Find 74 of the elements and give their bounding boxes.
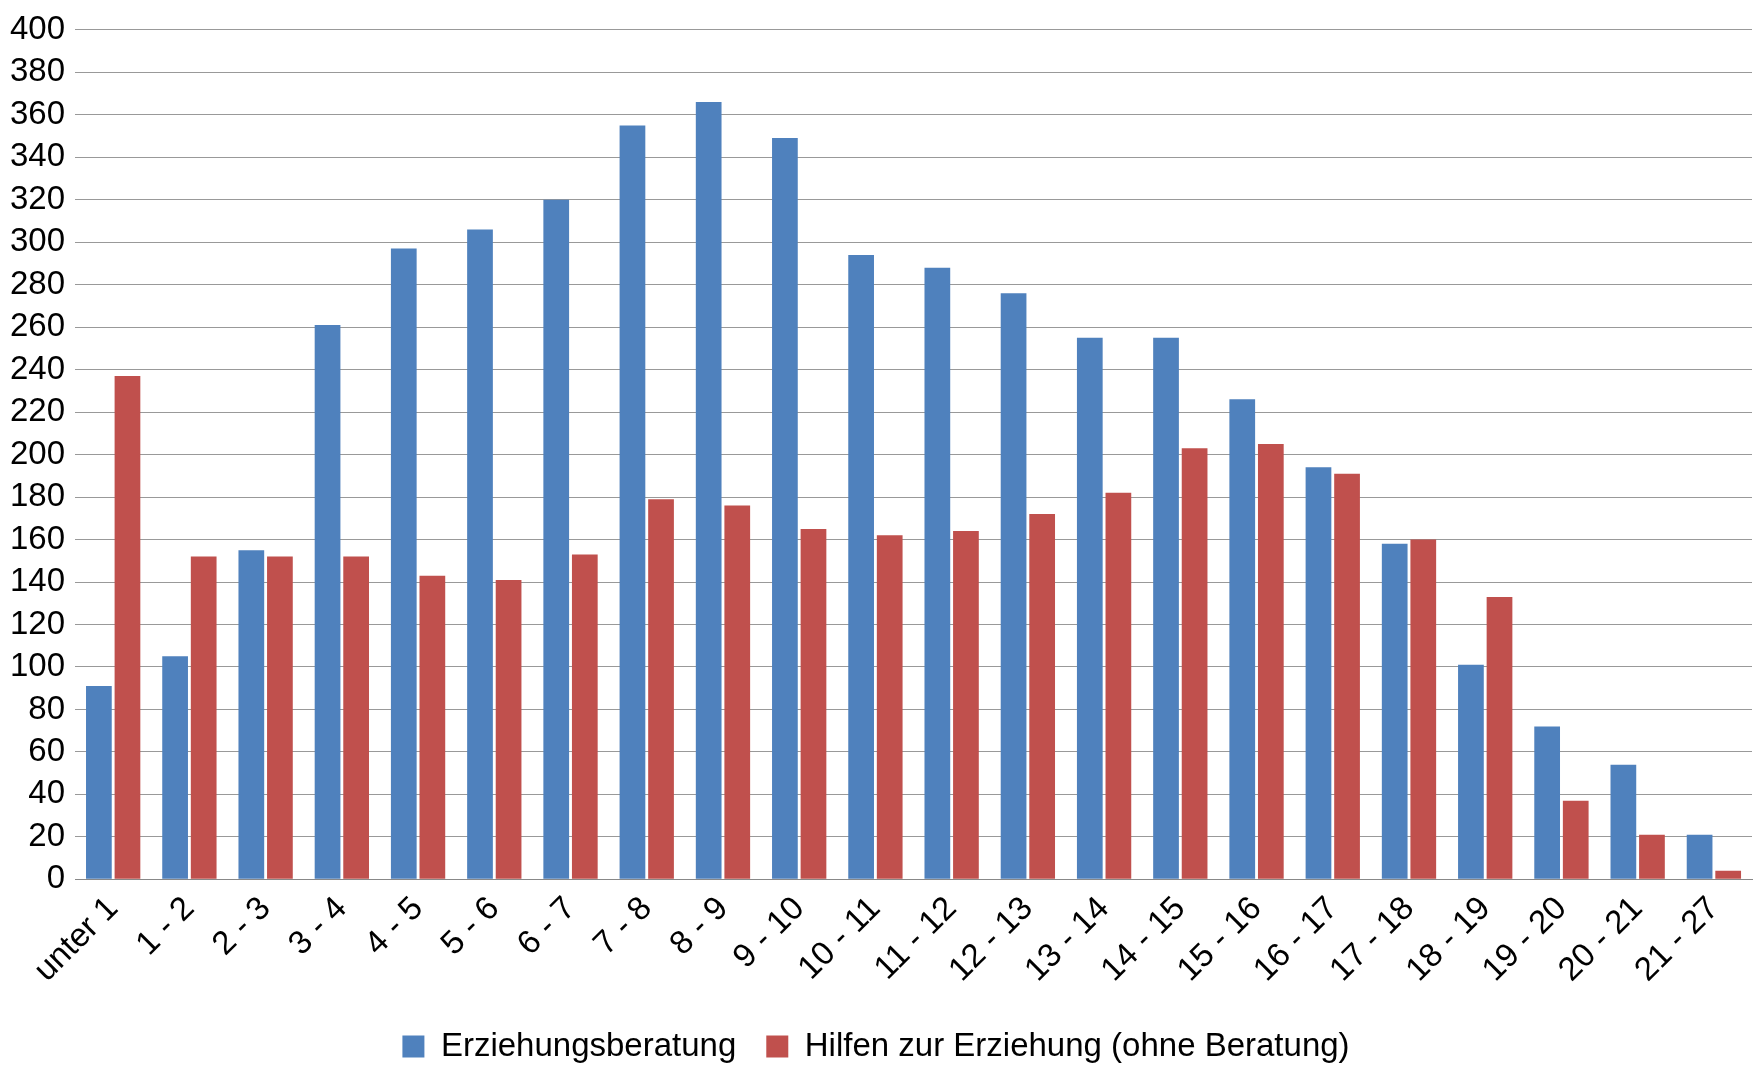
y-tick-label: 100 [10, 646, 66, 684]
bar [190, 556, 217, 879]
bar [1305, 467, 1332, 879]
bar [1534, 726, 1561, 879]
bar [571, 554, 598, 879]
bar [1105, 492, 1132, 879]
bar [1610, 764, 1637, 879]
bar [695, 102, 722, 879]
bar [114, 375, 141, 879]
x-tick-label: 3 - 4 [280, 888, 354, 962]
bar [1410, 539, 1437, 879]
bar [1381, 543, 1408, 879]
y-tick-label: 120 [10, 603, 66, 641]
y-tick-label: 240 [10, 348, 66, 386]
y-tick-label: 200 [10, 433, 66, 471]
bar [1715, 870, 1742, 879]
x-tick-label: 2 - 3 [204, 888, 277, 962]
bar [467, 229, 493, 879]
y-tick-label: 140 [10, 561, 66, 599]
bar [1000, 293, 1027, 879]
y-tick-label: 400 [10, 8, 66, 46]
bar [772, 138, 798, 879]
bar [267, 556, 293, 879]
y-tick-label: 260 [10, 306, 66, 344]
y-tick-label: 60 [28, 731, 66, 769]
bar [495, 579, 522, 879]
bar [1181, 448, 1208, 879]
bar [876, 535, 903, 879]
bar [343, 556, 369, 879]
y-tick-label: 0 [46, 858, 66, 896]
bar [924, 267, 951, 879]
y-tick-label: 20 [28, 815, 66, 853]
bar [543, 199, 570, 879]
bar [1153, 337, 1179, 879]
y-tick-label: 40 [28, 773, 66, 811]
bar [86, 686, 112, 879]
x-tick-label: 4 - 5 [356, 888, 430, 962]
bar [1076, 337, 1103, 879]
y-tick-label: 340 [10, 136, 66, 174]
x-tick-label: 6 - 7 [509, 888, 582, 962]
bar [1562, 800, 1589, 879]
bar [1229, 399, 1256, 879]
bar [1686, 834, 1713, 879]
bar [1029, 514, 1056, 879]
y-tick-label: 380 [10, 51, 66, 89]
bar [1257, 443, 1284, 879]
bar [1334, 473, 1360, 879]
legend-label: Hilfen zur Erziehung (ohne Beratung) [804, 1025, 1350, 1063]
x-tick-label: 5 - 6 [432, 888, 506, 962]
y-tick-label: 320 [10, 178, 66, 216]
bar [1486, 596, 1513, 879]
bar [953, 531, 979, 879]
x-tick-label: 1 - 2 [127, 888, 201, 962]
bar [724, 505, 751, 879]
y-tick-label: 180 [10, 476, 66, 514]
bar [1639, 834, 1665, 879]
bar [314, 325, 341, 879]
y-tick-label: 160 [10, 518, 66, 556]
bar [648, 499, 674, 879]
y-tick-label: 280 [10, 263, 66, 301]
bar [390, 248, 417, 879]
y-tick-label: 80 [28, 688, 66, 726]
x-tick-label: 7 - 8 [585, 888, 659, 962]
bar [848, 254, 874, 879]
bar [1458, 664, 1484, 879]
legend-label: Erziehungsberatung [440, 1025, 737, 1063]
bar [419, 575, 446, 879]
bar [162, 656, 188, 879]
bar [800, 528, 827, 879]
bar [619, 125, 646, 879]
y-tick-label: 300 [10, 221, 66, 259]
bar [238, 550, 265, 879]
y-tick-label: 360 [10, 93, 66, 131]
y-tick-label: 220 [10, 391, 66, 429]
